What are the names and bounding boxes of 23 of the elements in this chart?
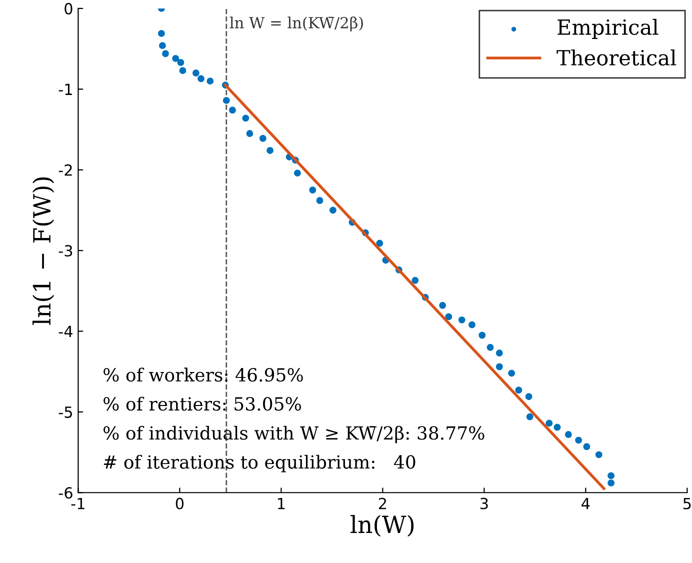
- x-tick-label: 5: [683, 498, 691, 510]
- y-tick-label: -6: [58, 487, 72, 499]
- x-tick-label: 3: [480, 498, 488, 510]
- annotation: % of rentiers: 53.05%: [104, 396, 301, 411]
- x-tick-label: 2: [378, 498, 386, 510]
- annotation: % of individuals with W ≥ KW̄/2β: 38.77%: [104, 426, 484, 444]
- ref-line-label: ln W = ln(KW̄/2β): [230, 16, 363, 32]
- x-tick-label: -1: [71, 498, 84, 510]
- x-tick-label: 4: [582, 498, 590, 510]
- legend-label: Theoretical: [556, 49, 676, 66]
- x-tick-label: 0: [176, 498, 184, 510]
- x-tick-label: 1: [278, 498, 285, 510]
- annotation: # of iterations to equilibrium: 40: [104, 454, 416, 472]
- y-tick-label: 0: [64, 2, 72, 14]
- annotation: % of workers: 46.95%: [104, 368, 303, 382]
- legend-label: Empirical: [558, 18, 658, 40]
- y-tick-label: -3: [58, 245, 72, 257]
- x-axis-title: ln(W): [350, 515, 414, 537]
- y-tick-label: -1: [58, 84, 72, 95]
- y-tick-label: -2: [58, 164, 72, 176]
- y-tick-label: -5: [58, 406, 72, 418]
- y-tick-label: -4: [58, 326, 72, 338]
- y-axis-title: ln(1 − F(W)): [32, 177, 54, 325]
